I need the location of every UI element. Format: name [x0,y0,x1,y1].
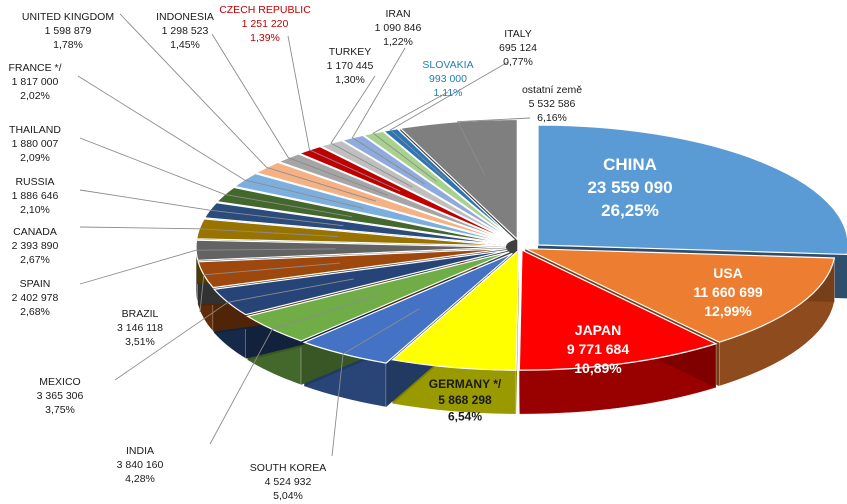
slice-label-value-slovakia: 993 000 [429,73,467,85]
slice-label-name-slovakia: SLOVAKIA [422,59,473,71]
slice-label-pct-india: 4,28% [125,473,155,485]
leader-line-united-kingdom [119,13,376,202]
slice-label-value-russia: 1 886 646 [12,190,59,202]
slice-label-pct-united-kingdom: 1,78% [53,39,83,51]
slice-germany [391,248,520,371]
slice-label-pct-south-korea: 5,04% [273,490,303,502]
slice-label-pct-china: 26,25% [601,201,659,220]
slice-label-name-indonesia: INDONESIA [156,11,214,23]
slice-label-pct-turkey: 1,30% [335,74,365,86]
slice-label-name-spain: SPAIN [20,278,51,290]
slice-label-name-united-kingdom: UNITED KINGDOM [22,11,114,23]
slice-label-name-usa: USA [713,265,743,281]
slice-label-pct-canada: 2,67% [20,254,50,266]
slice-label-name-turkey: TURKEY [329,46,372,58]
slice-label-pct-ostatn-zem: 6,16% [537,112,567,124]
slice-labels: CHINA 23 559 090 26,25% USA 11 660 699 12,99%… [8,4,762,502]
slice-label-pct-japan: 10,89% [574,360,622,376]
slice-label-name-china: CHINA [603,155,657,174]
pie-tops [195,118,847,371]
slice-label-pct-spain: 2,68% [20,306,50,318]
slice-label-pct-thailand: 2,09% [20,152,50,164]
leader-line-india [209,294,380,445]
slice-label-value-france: 1 817 000 [12,76,59,88]
slice-label-pct-france: 2,02% [20,90,50,102]
slice-usa [525,247,836,343]
slice-label-name-czech-republic: CZECH REPUBLIC [219,4,311,16]
slice-label-pct-italy: 0,77% [503,56,533,68]
slice-label-value-italy: 695 124 [499,42,537,54]
slice-label-pct-brazil: 3,51% [125,336,155,348]
leader-line-slovakia [372,91,449,182]
slice-label-pct-iran: 1,22% [383,36,413,48]
slice-label-value-turkey: 1 170 445 [327,60,374,72]
slice-label-value-usa: 11 660 699 [693,284,763,300]
slice-japan [518,249,718,371]
slice-label-value-ostatn-zem: 5 532 586 [529,98,576,110]
leader-line-thailand [79,137,352,218]
leader-line-canada [79,226,338,237]
leader-line-ostatn-zem [456,117,531,175]
slice-label-name-south-korea: SOUTH KOREA [250,462,326,474]
leader-line-france [77,75,364,209]
slice-label-pct-russia: 2,10% [20,204,50,216]
slice-label-value-germany: 5 868 298 [438,393,492,407]
slice-label-value-china: 23 559 090 [587,178,672,197]
slice-label-value-canada: 2 393 890 [12,240,59,252]
leader-line-spain [79,248,336,285]
slice-label-pct-usa: 12,99% [704,303,752,319]
slice-label-value-brazil: 3 146 118 [117,322,163,334]
slice-label-name-ostatn-zem: ostatní země [522,84,582,96]
leader-line-czech-republic [287,35,401,192]
leader-line-brazil [199,262,340,313]
slice-label-value-spain: 2 402 978 [12,292,59,304]
slice-label-value-mexico: 3 365 306 [37,390,84,402]
slice-label-pct-slovakia: 1,11% [434,87,463,99]
slice-label-pct-mexico: 3,75% [45,404,75,416]
slice-label-value-south-korea: 4 524 932 [265,476,312,488]
leader-lines [77,13,531,457]
slice-label-name-russia: RUSSIA [15,176,54,188]
slice-label-value-united-kingdom: 1 598 879 [45,25,92,37]
leader-line-iran [351,47,425,185]
slice-label-name-germany: GERMANY */ [429,377,502,391]
slice-label-name-japan: JAPAN [575,322,621,338]
slice-label-name-france: FRANCE */ [8,62,61,74]
leader-line-south-korea [331,308,420,457]
slice-label-name-iran: IRAN [385,8,410,20]
leader-line-italy [389,61,509,180]
slice-label-value-india: 3 840 160 [117,459,164,471]
leader-line-russia [79,189,344,227]
leader-line-mexico [114,278,354,381]
leader-line-indonesia [211,33,389,196]
slice-label-name-thailand: THAILAND [9,124,61,136]
slice-label-name-canada: CANADA [13,226,57,238]
slice-label-name-brazil: BRAZIL [122,308,159,320]
slice-china [537,124,847,256]
slice-label-name-india: INDIA [126,445,154,457]
slice-label-value-japan: 9 771 684 [567,341,629,357]
slice-label-pct-germany: 6,54% [448,409,482,423]
slice-label-value-thailand: 1 880 007 [12,138,59,150]
slice-label-value-iran: 1 090 846 [375,22,422,34]
slice-label-pct-czech-republic: 1,39% [250,32,280,44]
slice-label-value-czech-republic: 1 251 220 [242,18,289,30]
leader-line-turkey [330,75,413,188]
slice-label-pct-indonesia: 1,45% [170,39,200,51]
slice-label-name-mexico: MEXICO [39,376,80,388]
slice-label-value-indonesia: 1 298 523 [162,25,209,37]
slice-label-name-italy: ITALY [504,28,532,40]
